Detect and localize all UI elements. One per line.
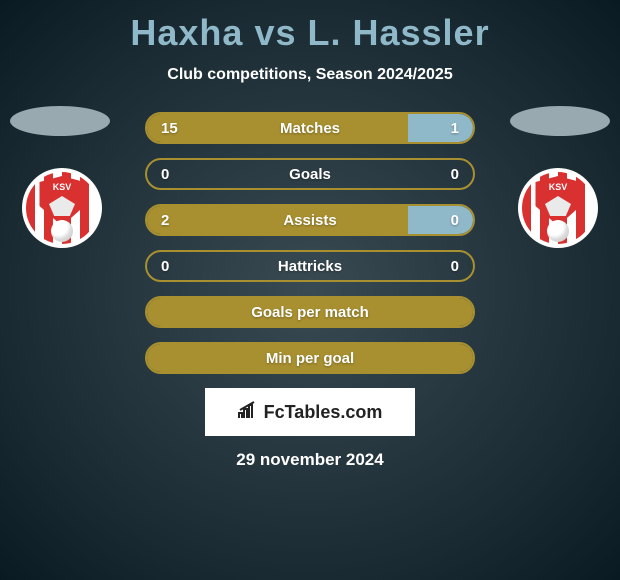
stat-value-right: 0 (451, 212, 459, 229)
stat-rows: 15 1 Matches 0 0 Goals 2 0 Assists 0 0 Hattricks Goa… (145, 112, 475, 374)
stat-value-left: 0 (161, 166, 169, 183)
footer-date: 29 november 2024 (0, 450, 620, 470)
stat-row: 2 0 Assists (145, 204, 475, 236)
footer-brand-text: FcTables.com (264, 402, 383, 423)
eagle-icon (49, 196, 75, 216)
stat-fill-right (408, 114, 473, 142)
stat-value-right: 0 (451, 166, 459, 183)
stat-value-left: 15 (161, 120, 178, 137)
stat-value-right: 0 (451, 258, 459, 275)
stat-label: Hattricks (278, 258, 342, 275)
club-badge-right: KSV (518, 168, 598, 248)
player-photo-right (510, 106, 610, 136)
stat-row: Min per goal (145, 342, 475, 374)
club-badge-left: KSV (22, 168, 102, 248)
badge-label-left: KSV (53, 182, 72, 192)
ball-icon (51, 220, 73, 242)
stat-label: Min per goal (266, 350, 354, 367)
stat-value-left: 0 (161, 258, 169, 275)
comparison-subtitle: Club competitions, Season 2024/2025 (0, 66, 620, 84)
stat-row: 0 0 Goals (145, 158, 475, 190)
comparison-title: Haxha vs L. Hassler (0, 0, 620, 54)
stat-label: Goals (289, 166, 331, 183)
player-photo-left (10, 106, 110, 136)
footer-brand-box: FcTables.com (205, 388, 415, 436)
eagle-icon (545, 196, 571, 216)
badge-label-right: KSV (549, 182, 568, 192)
stat-row: 15 1 Matches (145, 112, 475, 144)
stat-value-right: 1 (451, 120, 459, 137)
stat-fill-left (147, 114, 408, 142)
stat-fill-right (408, 206, 473, 234)
stat-row: 0 0 Hattricks (145, 250, 475, 282)
chart-area: KSV KSV 15 1 Matches 0 0 Goals 2 0 Assists 0 0 Hatt… (0, 112, 620, 374)
stat-value-left: 2 (161, 212, 169, 229)
stat-fill-left (147, 206, 408, 234)
stat-label: Assists (283, 212, 336, 229)
stat-row: Goals per match (145, 296, 475, 328)
stat-label: Goals per match (251, 304, 369, 321)
chart-icon (238, 401, 258, 424)
ball-icon (547, 220, 569, 242)
stat-label: Matches (280, 120, 340, 137)
